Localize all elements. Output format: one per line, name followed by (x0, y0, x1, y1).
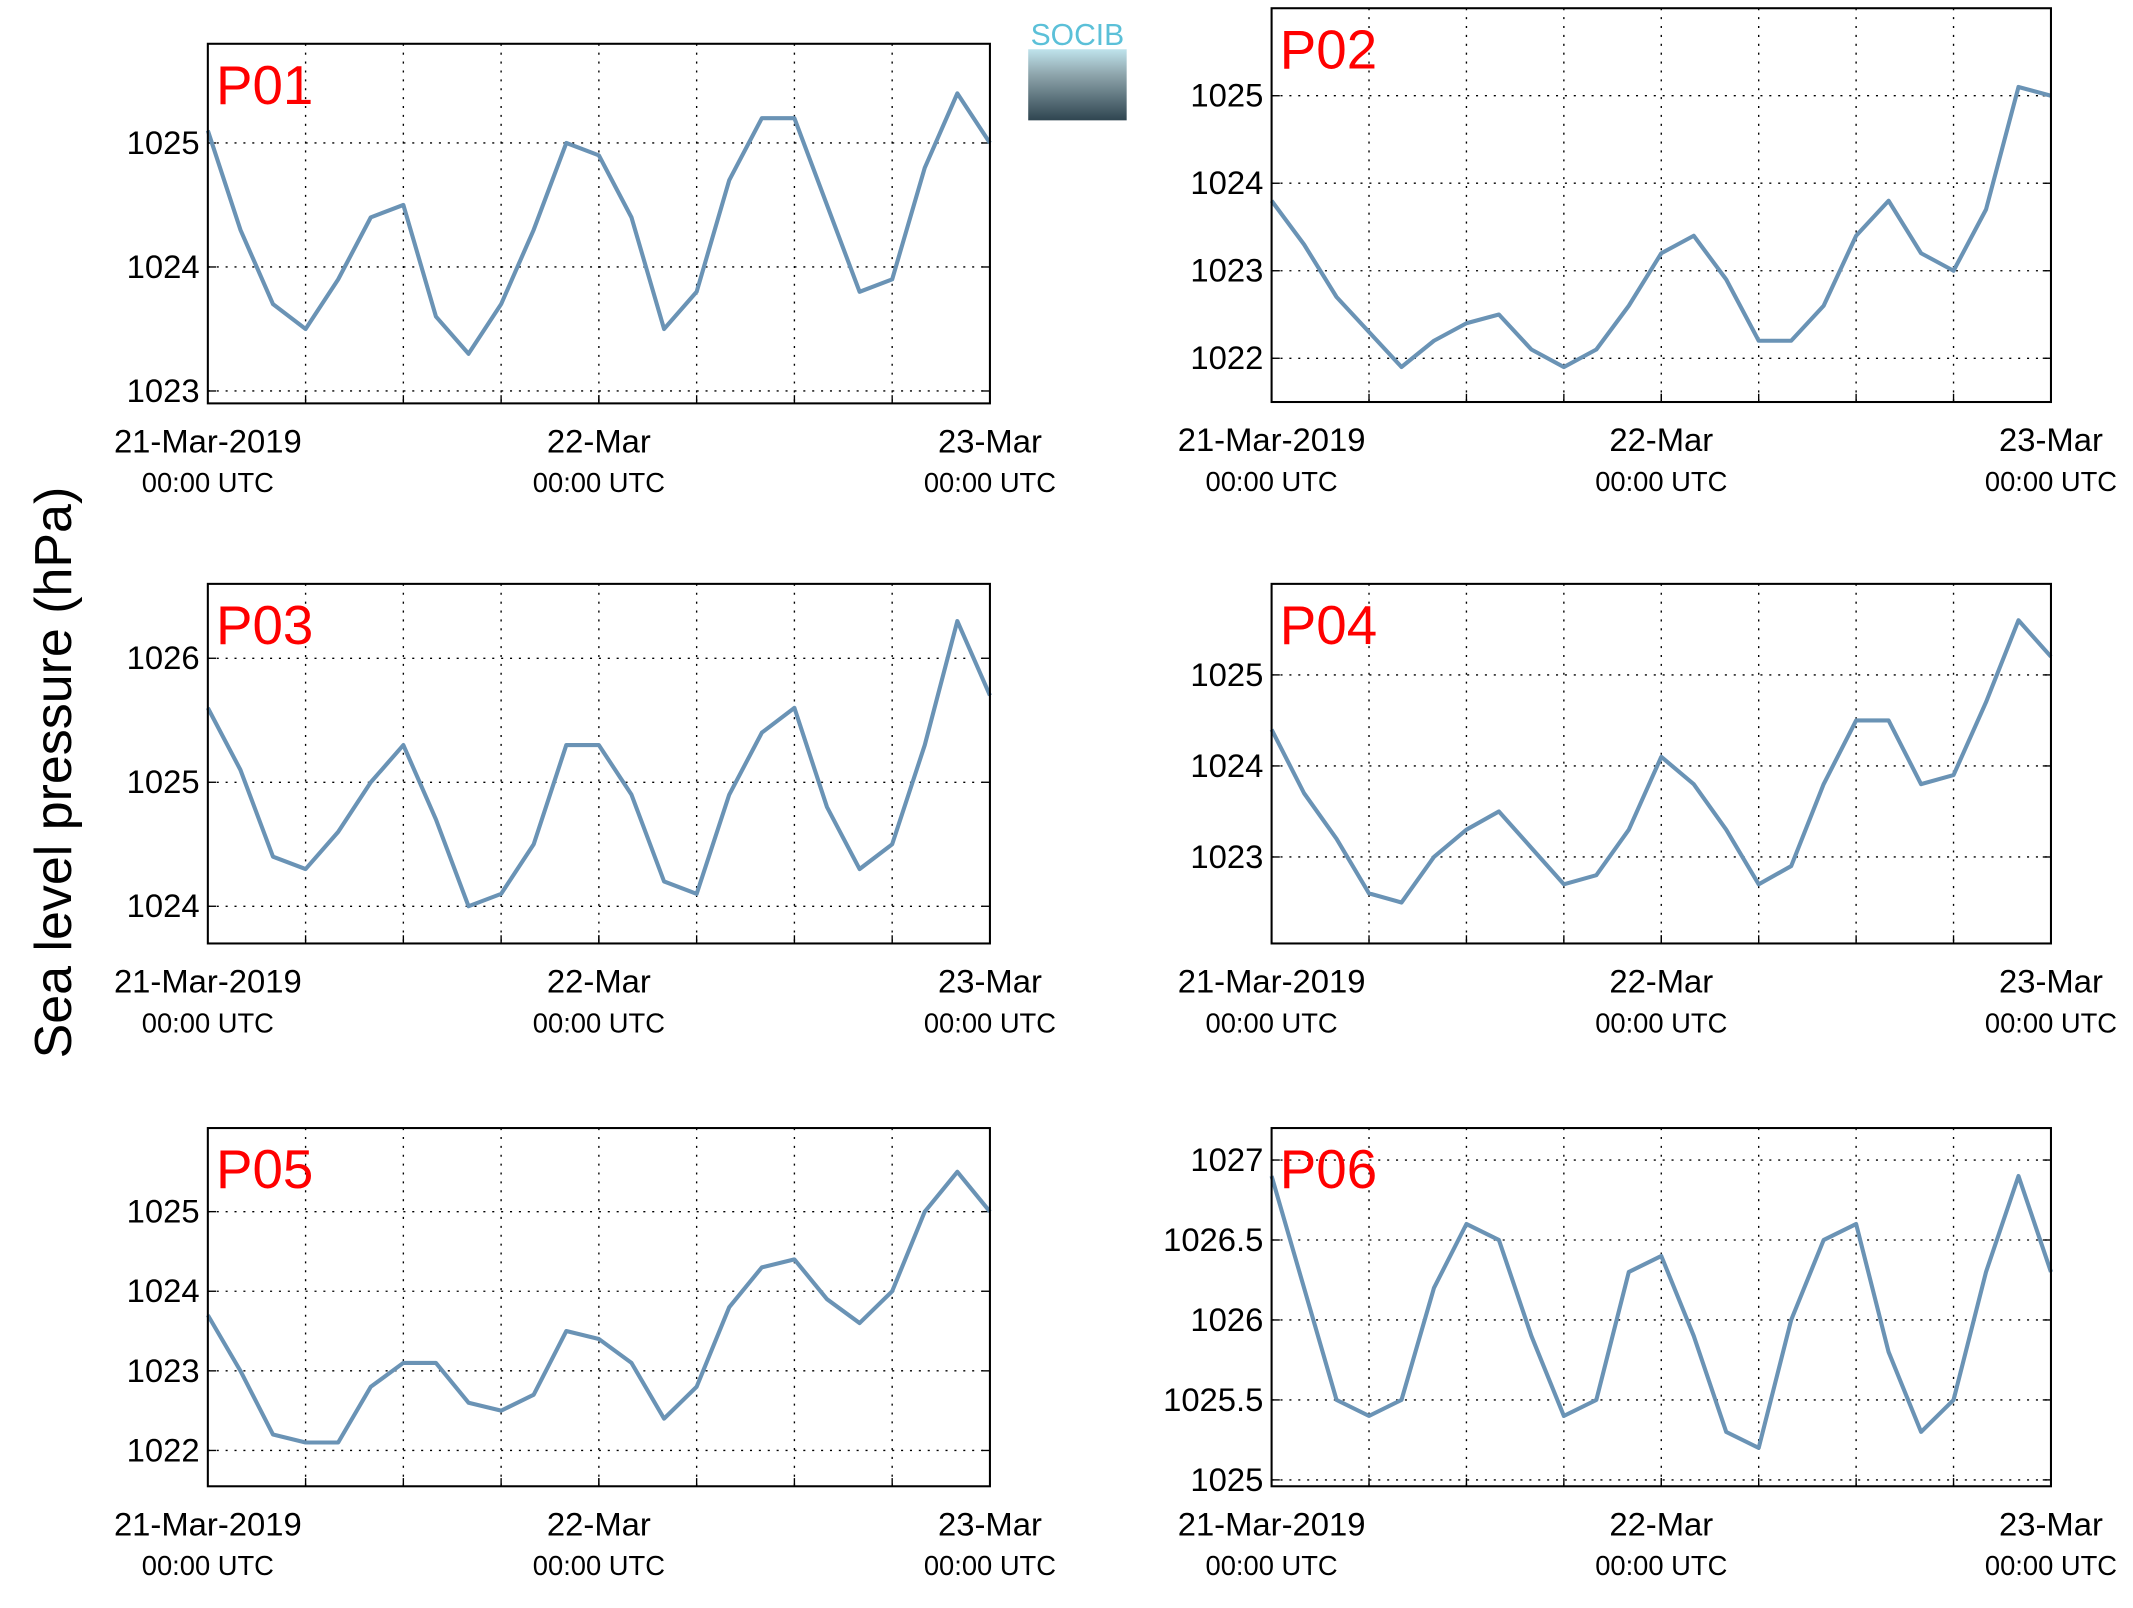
tick-label-line: 00:00 UTC (1985, 466, 2117, 497)
panel-title: P04 (1280, 594, 1377, 656)
y-tick-label: 1025.5 (1163, 1381, 1263, 1418)
y-tick-label: 1025 (1190, 77, 1263, 114)
tick-label-line: 23-Mar (938, 963, 1042, 1000)
y-tick-label: 1024 (127, 1272, 200, 1309)
plot-frame (206, 42, 991, 405)
series-line (1269, 84, 2052, 370)
tick-label-line: 00:00 UTC (1985, 1550, 2117, 1581)
tick-label-line: 21-Mar-2019 (1178, 963, 1366, 1000)
series-line (206, 619, 992, 909)
tick-label-line: 00:00 UTC (533, 1007, 665, 1038)
panel-title: P02 (1280, 18, 1377, 80)
logo-box (1028, 49, 1127, 121)
plot-frame (206, 582, 991, 945)
x-tick-label: 22-Mar 00:00 UTC (533, 423, 665, 499)
plot-frame (1270, 582, 2052, 945)
x-tick-label: 22-Mar 00:00 UTC (1595, 963, 1727, 1039)
tick-label-line: 00:00 UTC (533, 467, 665, 498)
panel-title: P01 (216, 54, 313, 116)
logo: SOCIB (1028, 19, 1127, 121)
tick-label-line: 21-Mar-2019 (114, 1506, 302, 1543)
panel-title: P06 (1280, 1138, 1377, 1200)
tick-label-line: 22-Mar (1609, 1506, 1713, 1543)
series-line (206, 1169, 992, 1445)
series-line (1269, 618, 2053, 905)
x-tick-label: 22-Mar 00:00 UTC (533, 963, 665, 1039)
x-tick-label: 21-Mar-2019 00:00 UTC (1178, 1506, 1366, 1582)
y-tick-label: 1023 (1190, 252, 1263, 289)
tick-label-line: 21-Mar-2019 (114, 963, 302, 1000)
tick-label-line: 00:00 UTC (1595, 1007, 1727, 1038)
y-tick-label: 1023 (1190, 838, 1263, 875)
y-tick-label: 1026 (127, 639, 200, 676)
tick-label-line: 00:00 UTC (924, 467, 1056, 498)
series-line (205, 91, 992, 356)
y-tick-label: 1026 (1190, 1301, 1263, 1338)
y-tick-label: 1025 (127, 124, 200, 161)
y-tick-label: 1024 (1190, 164, 1263, 201)
x-tick-label: 23-Mar 00:00 UTC (1985, 1506, 2117, 1582)
tick-label-line: 23-Mar (1999, 963, 2103, 1000)
x-tick-label: 23-Mar 00:00 UTC (1985, 963, 2117, 1039)
y-tick-label: 1027 (1190, 1141, 1263, 1178)
x-tick-label: 23-Mar 00:00 UTC (1985, 421, 2117, 497)
tick-label-line: 00:00 UTC (1206, 1007, 1338, 1038)
tick-label-line: 00:00 UTC (142, 467, 274, 498)
x-tick-label: 22-Mar 00:00 UTC (1595, 421, 1727, 497)
y-tick-label: 1025 (1190, 656, 1263, 693)
y-tick-label: 1023 (127, 372, 200, 409)
x-tick-label: 21-Mar-2019 00:00 UTC (114, 963, 302, 1039)
plot-frame (1270, 1127, 2052, 1488)
x-tick-label: 21-Mar-2019 00:00 UTC (114, 423, 302, 499)
y-tick-label: 1022 (1190, 339, 1263, 376)
y-tick-label: 1025 (127, 1193, 200, 1230)
tick-label-line: 21-Mar-2019 (1178, 421, 1366, 458)
plot-frame (1270, 7, 2052, 404)
tick-label-line: 00:00 UTC (1985, 1007, 2117, 1038)
plot-frame (206, 1127, 991, 1488)
y-tick-label: 1025 (127, 763, 200, 800)
tick-label-line: 00:00 UTC (142, 1007, 274, 1038)
x-tick-label: 23-Mar 00:00 UTC (924, 963, 1056, 1039)
panel-title: P05 (216, 1138, 313, 1200)
y-tick-label: 1024 (127, 887, 200, 924)
y-tick-label: 1025 (1190, 1461, 1263, 1498)
x-tick-label: 21-Mar-2019 00:00 UTC (1178, 421, 1366, 497)
x-tick-label: 22-Mar 00:00 UTC (533, 1506, 665, 1582)
tick-label-line: 21-Mar-2019 (114, 423, 302, 460)
tick-label-line: 00:00 UTC (924, 1550, 1056, 1581)
tick-label-line: 00:00 UTC (533, 1550, 665, 1581)
series-line (1269, 1173, 2053, 1450)
y-tick-label: 1026.5 (1163, 1221, 1263, 1258)
tick-label-line: 00:00 UTC (142, 1550, 274, 1581)
tick-label-line: 22-Mar (1609, 963, 1713, 1000)
tick-label-line: 23-Mar (1999, 421, 2103, 458)
x-tick-label: 21-Mar-2019 00:00 UTC (114, 1506, 302, 1582)
tick-label-line: 22-Mar (547, 423, 651, 460)
tick-label-line: 00:00 UTC (1206, 1550, 1338, 1581)
tick-label-line: 22-Mar (547, 1506, 651, 1543)
tick-label-line: 00:00 UTC (1595, 1550, 1727, 1581)
y-tick-label: 1022 (127, 1431, 200, 1468)
logo-text: SOCIB (1031, 19, 1125, 52)
y-tick-label: 1023 (127, 1352, 200, 1389)
tick-label-line: 21-Mar-2019 (1178, 1506, 1366, 1543)
x-tick-label: 23-Mar 00:00 UTC (924, 1506, 1056, 1582)
panel-title: P03 (216, 594, 313, 656)
tick-label-line: 23-Mar (1999, 1506, 2103, 1543)
x-tick-label: 21-Mar-2019 00:00 UTC (1178, 963, 1366, 1039)
y-tick-label: 1024 (1190, 747, 1263, 784)
y-tick-label: 1024 (127, 248, 200, 285)
tick-label-line: 22-Mar (547, 963, 651, 1000)
tick-label-line: 23-Mar (938, 1506, 1042, 1543)
tick-label-line: 23-Mar (938, 423, 1042, 460)
tick-label-line: 00:00 UTC (924, 1007, 1056, 1038)
y-axis-label: Sea level pressure (hPa) (25, 487, 83, 1059)
tick-label-line: 00:00 UTC (1595, 466, 1727, 497)
tick-label-line: 00:00 UTC (1206, 466, 1338, 497)
x-tick-label: 22-Mar 00:00 UTC (1595, 1506, 1727, 1582)
x-tick-label: 23-Mar 00:00 UTC (924, 423, 1056, 499)
tick-label-line: 22-Mar (1609, 421, 1713, 458)
